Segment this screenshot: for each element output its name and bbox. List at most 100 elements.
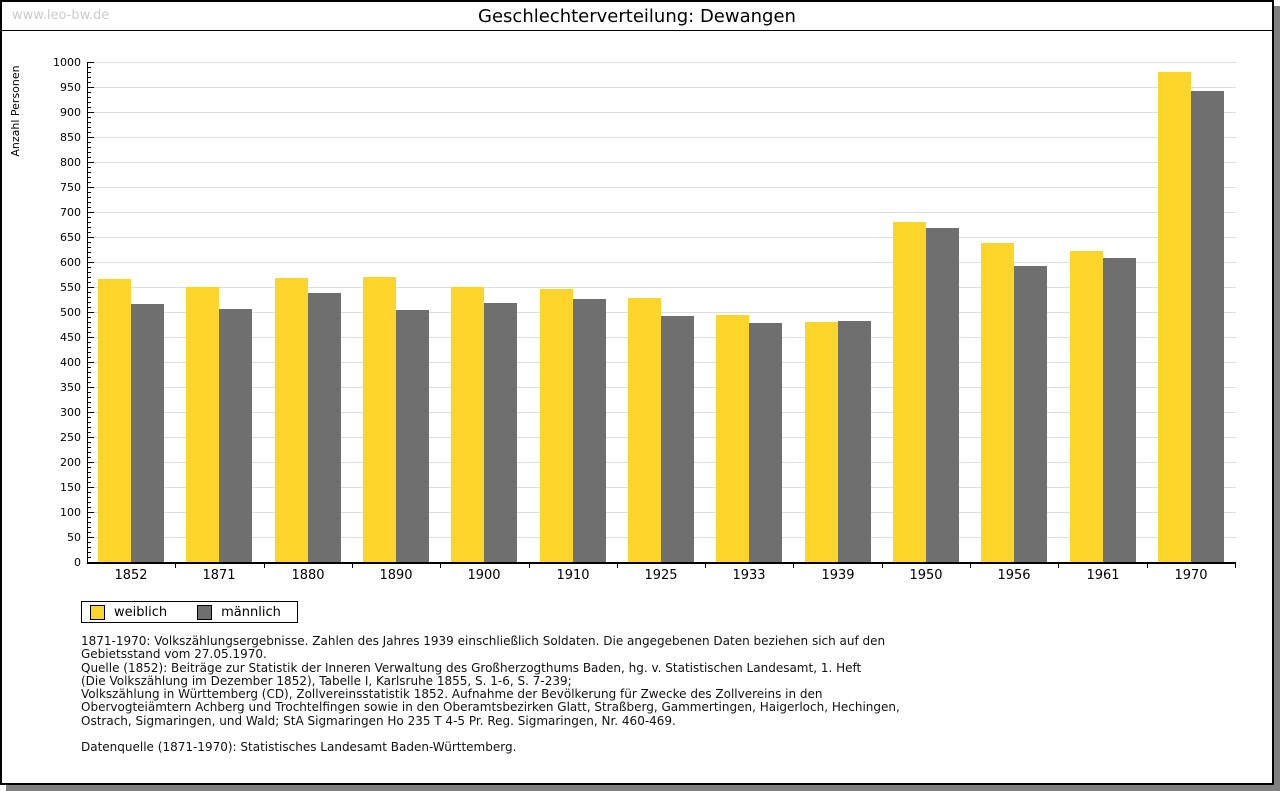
legend-swatch-maennlich-icon bbox=[197, 604, 213, 620]
x-tick-12 bbox=[1147, 562, 1148, 568]
y-axis-label-600: 600 bbox=[60, 256, 81, 269]
y-minor-tick-790 bbox=[88, 167, 91, 168]
y-minor-tick-580 bbox=[88, 272, 91, 273]
y-minor-tick-730 bbox=[88, 197, 91, 198]
y-major-tick-550 bbox=[88, 287, 94, 288]
y-minor-tick-20 bbox=[88, 552, 91, 553]
y-major-tick-450 bbox=[88, 337, 94, 338]
x-tick-3 bbox=[352, 562, 353, 568]
y-major-tick-650 bbox=[88, 237, 94, 238]
y-axis-label-550: 550 bbox=[60, 281, 81, 294]
y-minor-tick-210 bbox=[88, 457, 91, 458]
footnote-line-6: Obervogteiämtern Achberg und Trochtelfin… bbox=[81, 700, 900, 715]
bar-männlich-1939 bbox=[838, 321, 871, 562]
legend-label-weiblich: weiblich bbox=[114, 604, 168, 620]
y-minor-tick-810 bbox=[88, 157, 91, 158]
y-axis-label-350: 350 bbox=[60, 381, 81, 394]
legend-label-maennlich: männlich bbox=[221, 604, 281, 620]
y-minor-tick-970 bbox=[88, 77, 91, 78]
y-minor-tick-910 bbox=[88, 107, 91, 108]
y-minor-tick-940 bbox=[88, 92, 91, 93]
y-minor-tick-460 bbox=[88, 332, 91, 333]
y-minor-tick-960 bbox=[88, 82, 91, 83]
bar-männlich-1910 bbox=[573, 299, 606, 562]
y-minor-tick-180 bbox=[88, 472, 91, 473]
y-minor-tick-980 bbox=[88, 72, 91, 73]
x-tick-7 bbox=[705, 562, 706, 568]
y-minor-tick-240 bbox=[88, 442, 91, 443]
y-minor-tick-310 bbox=[88, 407, 91, 408]
y-minor-tick-860 bbox=[88, 132, 91, 133]
gridline-800 bbox=[88, 162, 1236, 163]
footnote-line-7: Ostrach, Sigmaringen, und Wald; StA Sigm… bbox=[81, 713, 676, 728]
y-minor-tick-440 bbox=[88, 342, 91, 343]
y-minor-tick-470 bbox=[88, 327, 91, 328]
y-axis-label-850: 850 bbox=[60, 131, 81, 144]
bar-männlich-1933 bbox=[749, 323, 782, 562]
x-tick-8 bbox=[793, 562, 794, 568]
y-minor-tick-560 bbox=[88, 282, 91, 283]
y-axis-label-700: 700 bbox=[60, 206, 81, 219]
y-minor-tick-290 bbox=[88, 417, 91, 418]
gridline-950 bbox=[88, 87, 1236, 88]
y-minor-tick-920 bbox=[88, 102, 91, 103]
bar-männlich-1956 bbox=[1014, 266, 1047, 562]
y-major-tick-600 bbox=[88, 262, 94, 263]
y-minor-tick-870 bbox=[88, 127, 91, 128]
y-minor-tick-420 bbox=[88, 352, 91, 353]
y-major-tick-350 bbox=[88, 387, 94, 388]
title-divider bbox=[2, 30, 1272, 31]
bar-weiblich-1890 bbox=[363, 277, 396, 562]
y-minor-tick-260 bbox=[88, 432, 91, 433]
x-tick-2 bbox=[264, 562, 265, 568]
footnotes: 1871-1970: Volkszählungsergebnisse. Zahl… bbox=[81, 634, 900, 754]
y-axis-line bbox=[87, 62, 88, 562]
bar-männlich-1970 bbox=[1191, 91, 1224, 562]
y-minor-tick-230 bbox=[88, 447, 91, 448]
y-minor-tick-830 bbox=[88, 147, 91, 148]
bar-männlich-1880 bbox=[308, 293, 341, 562]
y-minor-tick-40 bbox=[88, 542, 91, 543]
y-minor-tick-840 bbox=[88, 142, 91, 143]
y-minor-tick-640 bbox=[88, 242, 91, 243]
gridline-900 bbox=[88, 112, 1236, 113]
bar-weiblich-1900 bbox=[451, 287, 484, 562]
y-minor-tick-670 bbox=[88, 227, 91, 228]
gridline-1000 bbox=[88, 62, 1236, 63]
y-minor-tick-330 bbox=[88, 397, 91, 398]
y-minor-tick-680 bbox=[88, 222, 91, 223]
y-minor-tick-160 bbox=[88, 482, 91, 483]
bar-weiblich-1961 bbox=[1070, 251, 1103, 562]
y-minor-tick-110 bbox=[88, 507, 91, 508]
x-tick-9 bbox=[882, 562, 883, 568]
x-tick-4 bbox=[440, 562, 441, 568]
y-axis-label-1000: 1000 bbox=[53, 56, 81, 69]
bar-weiblich-1852 bbox=[98, 279, 131, 562]
y-axis-label-200: 200 bbox=[60, 456, 81, 469]
y-minor-tick-480 bbox=[88, 322, 91, 323]
y-major-tick-1000 bbox=[88, 62, 94, 63]
y-minor-tick-780 bbox=[88, 172, 91, 173]
x-tick-1 bbox=[175, 562, 176, 568]
y-minor-tick-820 bbox=[88, 152, 91, 153]
y-minor-tick-220 bbox=[88, 452, 91, 453]
y-major-tick-50 bbox=[88, 537, 94, 538]
y-minor-tick-410 bbox=[88, 357, 91, 358]
y-major-tick-700 bbox=[88, 212, 94, 213]
legend: weiblich männlich bbox=[81, 601, 298, 623]
gridline-500 bbox=[88, 312, 1236, 313]
y-minor-tick-720 bbox=[88, 202, 91, 203]
y-major-tick-200 bbox=[88, 462, 94, 463]
y-major-tick-400 bbox=[88, 362, 94, 363]
x-tick-10 bbox=[970, 562, 971, 568]
y-minor-tick-930 bbox=[88, 97, 91, 98]
y-minor-tick-360 bbox=[88, 382, 91, 383]
y-minor-tick-770 bbox=[88, 177, 91, 178]
bar-weiblich-1880 bbox=[275, 278, 308, 562]
y-minor-tick-690 bbox=[88, 217, 91, 218]
x-axis-label-1925: 1925 bbox=[644, 568, 678, 583]
y-axis-label-250: 250 bbox=[60, 431, 81, 444]
y-major-tick-750 bbox=[88, 187, 94, 188]
y-minor-tick-530 bbox=[88, 297, 91, 298]
bar-weiblich-1950 bbox=[893, 222, 926, 562]
